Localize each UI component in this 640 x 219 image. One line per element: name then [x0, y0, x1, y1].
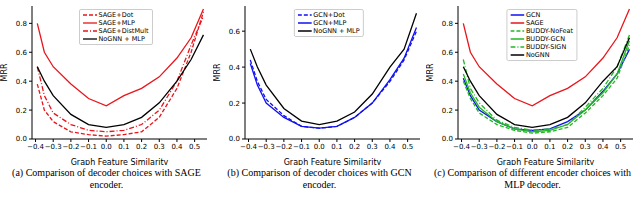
svg-text:0.4: 0.4 — [171, 143, 183, 151]
svg-text:0.1: 0.1 — [331, 143, 342, 151]
html-text:BUDDY-NoFeat: BUDDY-NoFeat — [525, 27, 574, 35]
svg-text:0.4: 0.4 — [229, 64, 241, 72]
svg-text:−0.1: −0.1 — [293, 143, 310, 151]
svg-text:0.2: 0.2 — [229, 100, 240, 108]
html-text:NoGNN + MLP: NoGNN + MLP — [313, 27, 360, 35]
svg-text:0.3: 0.3 — [580, 143, 591, 151]
html-text:SAGE: SAGE — [525, 19, 544, 27]
svg-text:Graph Feature Similarity: Graph Feature Similarity — [497, 158, 595, 165]
svg-text:0.1: 0.1 — [544, 143, 555, 151]
svg-text:−0.1: −0.1 — [80, 143, 97, 151]
svg-text:−0.2: −0.2 — [62, 143, 79, 151]
svg-text:−0.2: −0.2 — [488, 143, 505, 151]
svg-text:0.1: 0.1 — [118, 143, 129, 151]
html-text:(b) Comparison of decoder choi: (b) Comparison of decoder choices with G… — [227, 167, 412, 190]
html-text:GCN+MLP: GCN+MLP — [313, 19, 347, 27]
svg-text:0.8: 0.8 — [16, 20, 27, 28]
svg-text:−0.2: −0.2 — [275, 143, 292, 151]
html-text:(c) Comparison of different en: (c) Comparison of different encoder choi… — [434, 167, 631, 190]
svg-text:0.8: 0.8 — [442, 20, 453, 28]
svg-text:0.2: 0.2 — [442, 107, 453, 115]
svg-text:Graph Feature Similarity: Graph Feature Similarity — [71, 158, 169, 165]
svg-text:0.2: 0.2 — [349, 143, 360, 151]
svg-text:0.6: 0.6 — [442, 49, 454, 57]
svg-text:0.2: 0.2 — [136, 143, 147, 151]
svg-text:0.4: 0.4 — [442, 78, 454, 86]
html-text:(a) Comparison of decoder choi: (a) Comparison of decoder choices with S… — [12, 167, 201, 190]
svg-text:0.0: 0.0 — [16, 135, 27, 143]
svg-text:0.5: 0.5 — [402, 143, 413, 151]
svg-text:0.3: 0.3 — [367, 143, 378, 151]
svg-text:0.4: 0.4 — [597, 143, 609, 151]
svg-text:0.0: 0.0 — [527, 143, 538, 151]
html-text:SAGE+MLP: SAGE+MLP — [98, 19, 135, 27]
html-text:NoGNN + MLP: NoGNN + MLP — [98, 35, 145, 43]
html-text:GCN+Dot: GCN+Dot — [313, 11, 345, 19]
svg-text:−0.4: −0.4 — [240, 143, 258, 151]
svg-text:0.6: 0.6 — [16, 49, 28, 57]
svg-text:MRR: MRR — [8, 63, 9, 81]
svg-text:0.0: 0.0 — [442, 135, 453, 143]
html-text:SAGE+Dot: SAGE+Dot — [98, 11, 134, 19]
svg-text:Graph Feature Similarity: Graph Feature Similarity — [284, 158, 382, 165]
svg-text:0.2: 0.2 — [562, 143, 573, 151]
svg-text:0.0: 0.0 — [229, 135, 240, 143]
html-text:GCN: GCN — [525, 11, 541, 19]
svg-text:0.0: 0.0 — [314, 143, 325, 151]
svg-text:−0.3: −0.3 — [471, 143, 488, 151]
svg-text:MRR: MRR — [426, 63, 435, 81]
svg-text:0.2: 0.2 — [16, 107, 27, 115]
svg-text:0.0: 0.0 — [101, 143, 112, 151]
svg-text:0.3: 0.3 — [154, 143, 165, 151]
svg-text:0.5: 0.5 — [615, 143, 626, 151]
svg-text:0.5: 0.5 — [189, 143, 200, 151]
svg-text:−0.4: −0.4 — [27, 143, 45, 151]
html-text:NoGNN: NoGNN — [525, 51, 550, 59]
svg-text:−0.3: −0.3 — [258, 143, 275, 151]
svg-text:MRR: MRR — [213, 63, 222, 81]
svg-text:−0.3: −0.3 — [45, 143, 62, 151]
svg-text:0.6: 0.6 — [229, 28, 241, 36]
svg-text:0.4: 0.4 — [16, 78, 28, 86]
svg-text:0.4: 0.4 — [384, 143, 396, 151]
html-text:SAGE+DistMult: SAGE+DistMult — [98, 27, 149, 35]
svg-text:−0.1: −0.1 — [506, 143, 523, 151]
svg-text:−0.4: −0.4 — [453, 143, 471, 151]
html-text:BUDDY-SIGN: BUDDY-SIGN — [525, 43, 567, 51]
html-text:BUDDY-GCN: BUDDY-GCN — [525, 35, 565, 43]
